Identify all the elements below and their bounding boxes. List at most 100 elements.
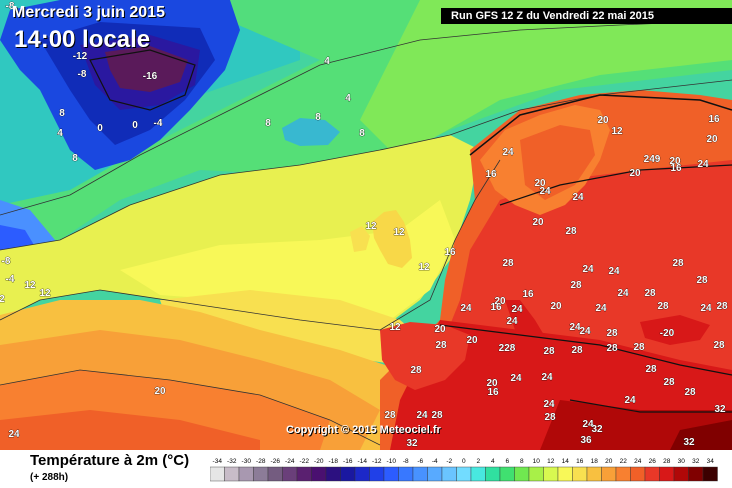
- temperature-label: 20: [532, 217, 544, 228]
- temperature-label: 28: [565, 226, 577, 237]
- ireland-landmass: [350, 226, 370, 252]
- italy-landmass: [505, 300, 550, 360]
- temperature-label: 36: [580, 435, 592, 446]
- legend-swatch: [688, 466, 704, 482]
- iberia-landmass: [380, 322, 470, 390]
- temperature-label: 28: [716, 301, 728, 312]
- legend-tick-label: 6: [505, 458, 509, 465]
- temperature-label: 20: [706, 134, 718, 145]
- legend-tick-label: 0: [462, 458, 466, 465]
- temperature-label: 24: [595, 303, 607, 314]
- temperature-label: 8: [315, 112, 321, 123]
- legend-tick-label: -16: [343, 458, 353, 465]
- temperature-label: 28: [606, 343, 618, 354]
- legend-tick-label: 22: [620, 458, 628, 465]
- temperature-label: 28: [543, 346, 555, 357]
- legend-tick-label: -6: [417, 458, 423, 465]
- temperature-label: 28: [644, 288, 656, 299]
- legend-tick-label: -4: [432, 458, 438, 465]
- legend-tick-label: 10: [533, 458, 541, 465]
- legend-swatch: [340, 466, 356, 482]
- temperature-label: 12: [365, 221, 377, 232]
- temperature-label: 16: [444, 247, 456, 258]
- temperature-label: 24: [582, 419, 594, 430]
- legend-swatch: [238, 466, 254, 482]
- legend-swatch: [601, 466, 617, 482]
- legend-swatch: [499, 466, 515, 482]
- temperature-label: 32: [714, 404, 726, 415]
- temperature-label: 16: [522, 289, 534, 300]
- legend-subtitle: (+ 288h): [30, 472, 69, 483]
- iceland-landmass: [282, 118, 340, 146]
- temperature-label: 12: [389, 322, 401, 333]
- temperature-label: 24: [572, 192, 584, 203]
- temperature-label: 12: [24, 280, 36, 291]
- temperature-label: 28: [544, 412, 556, 423]
- legend-swatch: [427, 466, 443, 482]
- temperature-label: -12: [73, 51, 88, 62]
- temperature-labels: -8-12-16-8-40808448884-8-412122121212161…: [0, 1, 728, 450]
- legend-swatch: [644, 466, 660, 482]
- legend-swatch: [702, 466, 718, 482]
- legend-tick-label: -20: [314, 458, 324, 465]
- legend-swatch: [470, 466, 486, 482]
- legend-swatch: [369, 466, 385, 482]
- temperature-label: 8: [59, 108, 65, 119]
- temperature-label: 24: [569, 322, 581, 333]
- temperature-label: 24: [624, 395, 636, 406]
- legend-tick-label: 18: [591, 458, 599, 465]
- temperature-label: 28: [570, 280, 582, 291]
- temperature-label: 16: [487, 387, 499, 398]
- temperature-label: -16: [143, 71, 158, 82]
- legend-swatch: [296, 466, 312, 482]
- legend-tick-label: 34: [707, 458, 715, 465]
- legend-scale: -34 -32 -30 -28 -26 -24 -22 -20 -18 -16 -14 -12 -10-…: [210, 458, 718, 482]
- temperature-label: 20: [154, 386, 166, 397]
- temperature-label: 28: [502, 258, 514, 269]
- legend-tick-label: -28: [256, 458, 266, 465]
- copyright-text: Copyright © 2015 Meteociel.fr: [286, 424, 441, 436]
- temperature-label: 28: [672, 258, 684, 269]
- legend-tick-label: 16: [576, 458, 584, 465]
- temperature-label: 24: [543, 399, 555, 410]
- legend-swatch: [630, 466, 646, 482]
- map-canvas: -8-12-16-8-40808448884-8-412122121212161…: [0, 0, 732, 450]
- temperature-label: 32: [406, 438, 418, 449]
- legend-swatch: [224, 466, 240, 482]
- temperature-label: 32: [591, 424, 603, 435]
- legend-swatch: [325, 466, 341, 482]
- temperature-label: 0: [97, 123, 103, 134]
- legend-tick-label: -2: [446, 458, 452, 465]
- legend-swatch: [543, 466, 559, 482]
- legend-title: Température à 2m (°C): [30, 452, 190, 469]
- temperature-label: 12: [39, 288, 51, 299]
- uk-landmass: [372, 210, 412, 268]
- temperature-label: 16: [490, 302, 502, 313]
- legend-swatch: [282, 466, 298, 482]
- legend-swatch: [253, 466, 269, 482]
- temperature-label: 12: [393, 227, 405, 238]
- temperature-label: 24: [579, 326, 591, 337]
- temperature-label: 28: [384, 410, 396, 421]
- temperature-label: 32: [683, 437, 695, 448]
- temperature-label: 28: [606, 328, 618, 339]
- legend-swatch: [456, 466, 472, 482]
- legend-tick-label: 26: [649, 458, 657, 465]
- temperature-label: 20: [534, 178, 546, 189]
- legend-swatch: [485, 466, 501, 482]
- temperature-label: 4: [57, 128, 63, 139]
- legend-swatch: [441, 466, 457, 482]
- black-sea: [640, 315, 710, 345]
- legend-swatch: [514, 466, 530, 482]
- legend-swatch: [412, 466, 428, 482]
- legend-tick-label: -10: [387, 458, 397, 465]
- temperature-label: -4: [154, 118, 163, 129]
- temperature-label: 28: [696, 275, 708, 286]
- temperature-label: 249: [644, 154, 661, 165]
- temperature-label: -8: [2, 256, 11, 267]
- legend-tick-label: -22: [300, 458, 310, 465]
- temperature-label: 28: [410, 365, 422, 376]
- legend-tick-label: 4: [491, 458, 495, 465]
- temperature-label: 28: [571, 345, 583, 356]
- legend-tick-label: -14: [358, 458, 368, 465]
